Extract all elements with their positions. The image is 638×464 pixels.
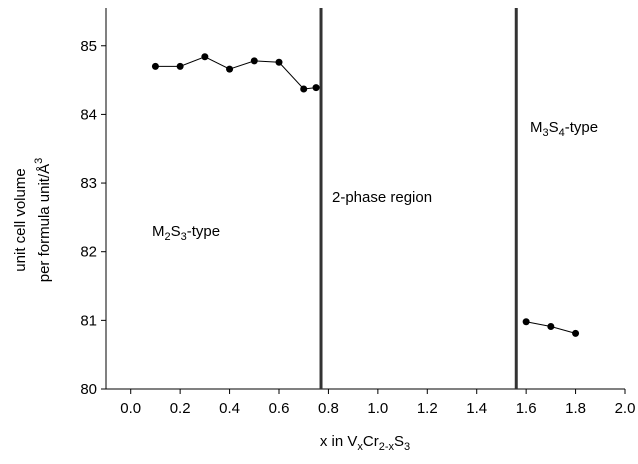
x-tick-label: 0.6 <box>269 400 290 417</box>
x-tick-label: 1.0 <box>367 400 388 417</box>
y-tick-label: 84 <box>80 106 97 123</box>
y-tick-label: 85 <box>80 38 97 55</box>
x-tick-label: 1.6 <box>516 400 537 417</box>
data-point <box>572 329 580 337</box>
y-label-line: unit cell volume <box>12 168 29 271</box>
x-axis-label: x in VxCr2-xS3 <box>320 433 410 453</box>
y-axis-label: unit cell volume per formula unit/Å3 <box>12 158 53 283</box>
data-point <box>275 58 283 66</box>
x-tick-label: 1.8 <box>565 400 586 417</box>
x-tick-label: 1.2 <box>417 400 438 417</box>
y-tick-label: 82 <box>80 244 97 261</box>
y-tick-label: 83 <box>80 175 97 192</box>
y-tick-label: 80 <box>80 381 97 398</box>
data-point <box>312 84 320 92</box>
x-tick-label: 2.0 <box>615 400 636 417</box>
data-point <box>300 85 308 93</box>
series-line <box>155 56 317 90</box>
data-point <box>201 53 209 61</box>
x-tick-label: 1.4 <box>466 400 487 417</box>
data-point <box>250 57 258 65</box>
data-point <box>176 62 184 70</box>
x-tick-label: 0.2 <box>170 400 191 417</box>
data-point <box>547 323 555 331</box>
x-tick-label: 0.8 <box>318 400 339 417</box>
data-point <box>151 62 159 70</box>
annotation: M3S4-type <box>530 119 598 139</box>
x-tick-label: 0.4 <box>219 400 240 417</box>
y-tick-label: 81 <box>80 312 97 329</box>
annotation: M2S3-type <box>152 223 220 243</box>
y-label-line: per formula unit/Å3 <box>33 158 53 283</box>
data-point <box>226 65 234 73</box>
annotation: 2-phase region <box>332 189 432 206</box>
data-point <box>522 318 530 326</box>
x-tick-label: 0.0 <box>120 400 141 417</box>
